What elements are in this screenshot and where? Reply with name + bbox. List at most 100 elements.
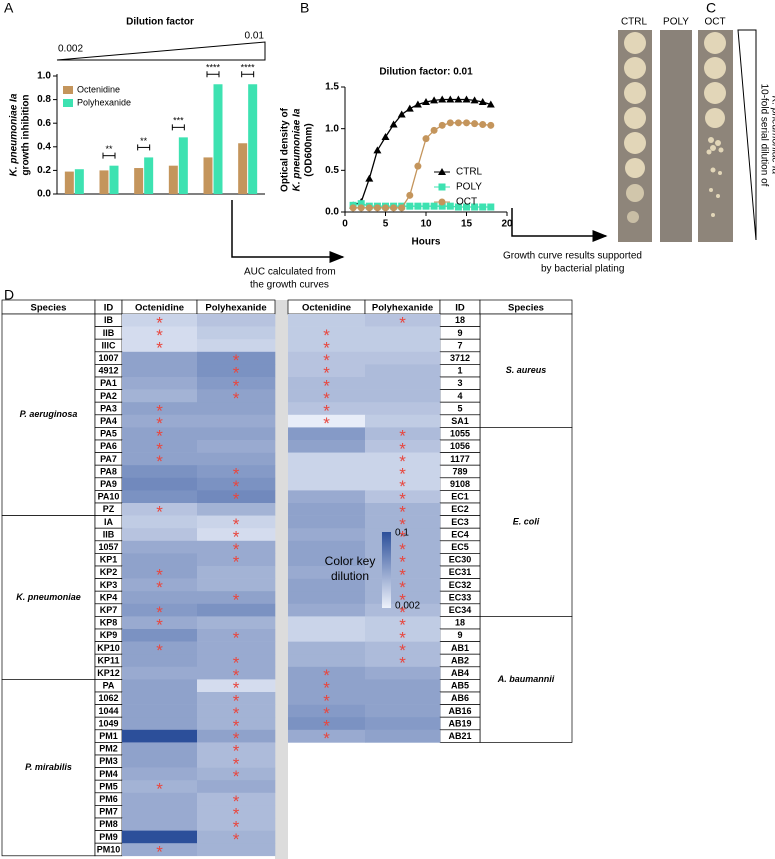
heat-cell xyxy=(122,704,198,718)
data-point xyxy=(422,202,430,210)
significance-star: * xyxy=(233,767,240,786)
legend-marker xyxy=(438,183,446,191)
significance-star: * xyxy=(323,389,330,408)
significance-star: * xyxy=(399,540,406,559)
heat-cell xyxy=(365,465,441,479)
significance-label: **** xyxy=(241,63,256,73)
significance-star: * xyxy=(233,679,240,698)
strain-id: EC30 xyxy=(449,555,472,565)
significance-star: * xyxy=(399,477,406,496)
heat-cell xyxy=(288,603,366,617)
heat-cell xyxy=(365,515,441,529)
x-tick-label: 5 xyxy=(383,219,389,230)
heat-cell xyxy=(365,729,441,743)
color-key-title: dilution xyxy=(331,569,369,583)
heat-cell xyxy=(288,351,366,365)
significance-star: * xyxy=(399,527,406,546)
significance-star: * xyxy=(233,376,240,395)
y-axis-label: K. pneumoniae Ia xyxy=(292,108,303,191)
heat-cell xyxy=(122,515,198,529)
data-point xyxy=(462,95,471,103)
significance-star: * xyxy=(399,565,406,584)
strain-id: 3 xyxy=(457,378,462,388)
species-name: P. mirabilis xyxy=(25,762,72,772)
heat-cell xyxy=(197,629,276,642)
data-point xyxy=(397,110,406,118)
heat-cell xyxy=(197,377,276,390)
heat-cell xyxy=(197,780,276,794)
heat-cell xyxy=(197,692,276,705)
data-point xyxy=(487,121,495,129)
strain-id: 1049 xyxy=(98,718,118,728)
heat-cell xyxy=(197,414,276,428)
data-point xyxy=(390,204,398,212)
heat-cell xyxy=(122,818,198,831)
wedge-label: 0.002 xyxy=(58,44,83,55)
legend-label: Octenidine xyxy=(77,84,120,94)
strain-id: EC3 xyxy=(451,517,469,527)
species-name: S. aureus xyxy=(506,365,547,375)
heat-cell xyxy=(122,717,198,731)
strain-id: PZ xyxy=(103,504,115,514)
flow-arrow xyxy=(511,208,608,242)
heat-cell xyxy=(122,440,198,453)
strain-id: PM5 xyxy=(99,781,118,791)
heat-cell xyxy=(365,641,441,655)
strain-id: EC32 xyxy=(449,580,472,590)
legend-label: OCT xyxy=(456,197,477,208)
strain-id: 1055 xyxy=(450,429,470,439)
significance-star: * xyxy=(233,351,240,370)
panel-label: D xyxy=(4,287,14,303)
heat-cell xyxy=(365,704,441,718)
strain-id: SA1 xyxy=(451,416,469,426)
strain-id: KP8 xyxy=(100,618,118,628)
significance-star: * xyxy=(399,553,406,572)
bar xyxy=(144,157,154,194)
data-point xyxy=(430,126,438,134)
strain-id: 1 xyxy=(457,366,462,376)
bar xyxy=(203,157,213,194)
heat-cell xyxy=(288,566,366,579)
heat-cell xyxy=(122,351,198,365)
data-point xyxy=(398,204,406,212)
dilution-wedge xyxy=(737,29,757,241)
heat-cell xyxy=(288,503,366,516)
color-key-bar xyxy=(382,532,391,608)
y-axis-label: (OD600nm) xyxy=(304,123,315,176)
heat-cell xyxy=(197,364,276,378)
heat-cell xyxy=(122,830,198,844)
heat-cell xyxy=(365,364,441,378)
strain-id: 4 xyxy=(457,391,462,401)
heat-cell xyxy=(288,692,366,705)
strain-id: PM4 xyxy=(99,769,118,779)
heat-cell xyxy=(288,629,366,642)
heat-cell xyxy=(365,351,441,365)
strain-id: 9108 xyxy=(450,479,470,489)
heat-cell xyxy=(288,477,366,491)
heat-cell xyxy=(365,490,441,504)
species-cell xyxy=(479,616,573,743)
data-point xyxy=(406,191,414,199)
strain-id: 1062 xyxy=(98,693,118,703)
strain-id: EC2 xyxy=(451,504,469,514)
heat-cell xyxy=(122,402,198,416)
significance-star: * xyxy=(233,742,240,761)
strain-id: PA7 xyxy=(100,454,117,464)
heat-cell xyxy=(197,591,276,605)
column-header: ID xyxy=(455,303,465,314)
heat-cell xyxy=(197,540,276,554)
colonies-ctrl xyxy=(624,32,646,223)
strain-id: EC5 xyxy=(451,542,469,552)
strain-id: KP11 xyxy=(97,655,119,665)
heat-cell xyxy=(197,314,276,327)
strain-id: PM9 xyxy=(99,832,118,842)
species-name: K. pneumoniae xyxy=(16,592,81,602)
data-point xyxy=(389,120,398,128)
strain-id: AB1 xyxy=(451,643,469,653)
dilution-wedge xyxy=(56,41,266,61)
data-point xyxy=(479,121,487,128)
strain-id: IIIC xyxy=(101,340,116,350)
significance-star: * xyxy=(323,691,330,710)
heat-cell xyxy=(122,326,198,340)
significance-star: * xyxy=(233,704,240,723)
